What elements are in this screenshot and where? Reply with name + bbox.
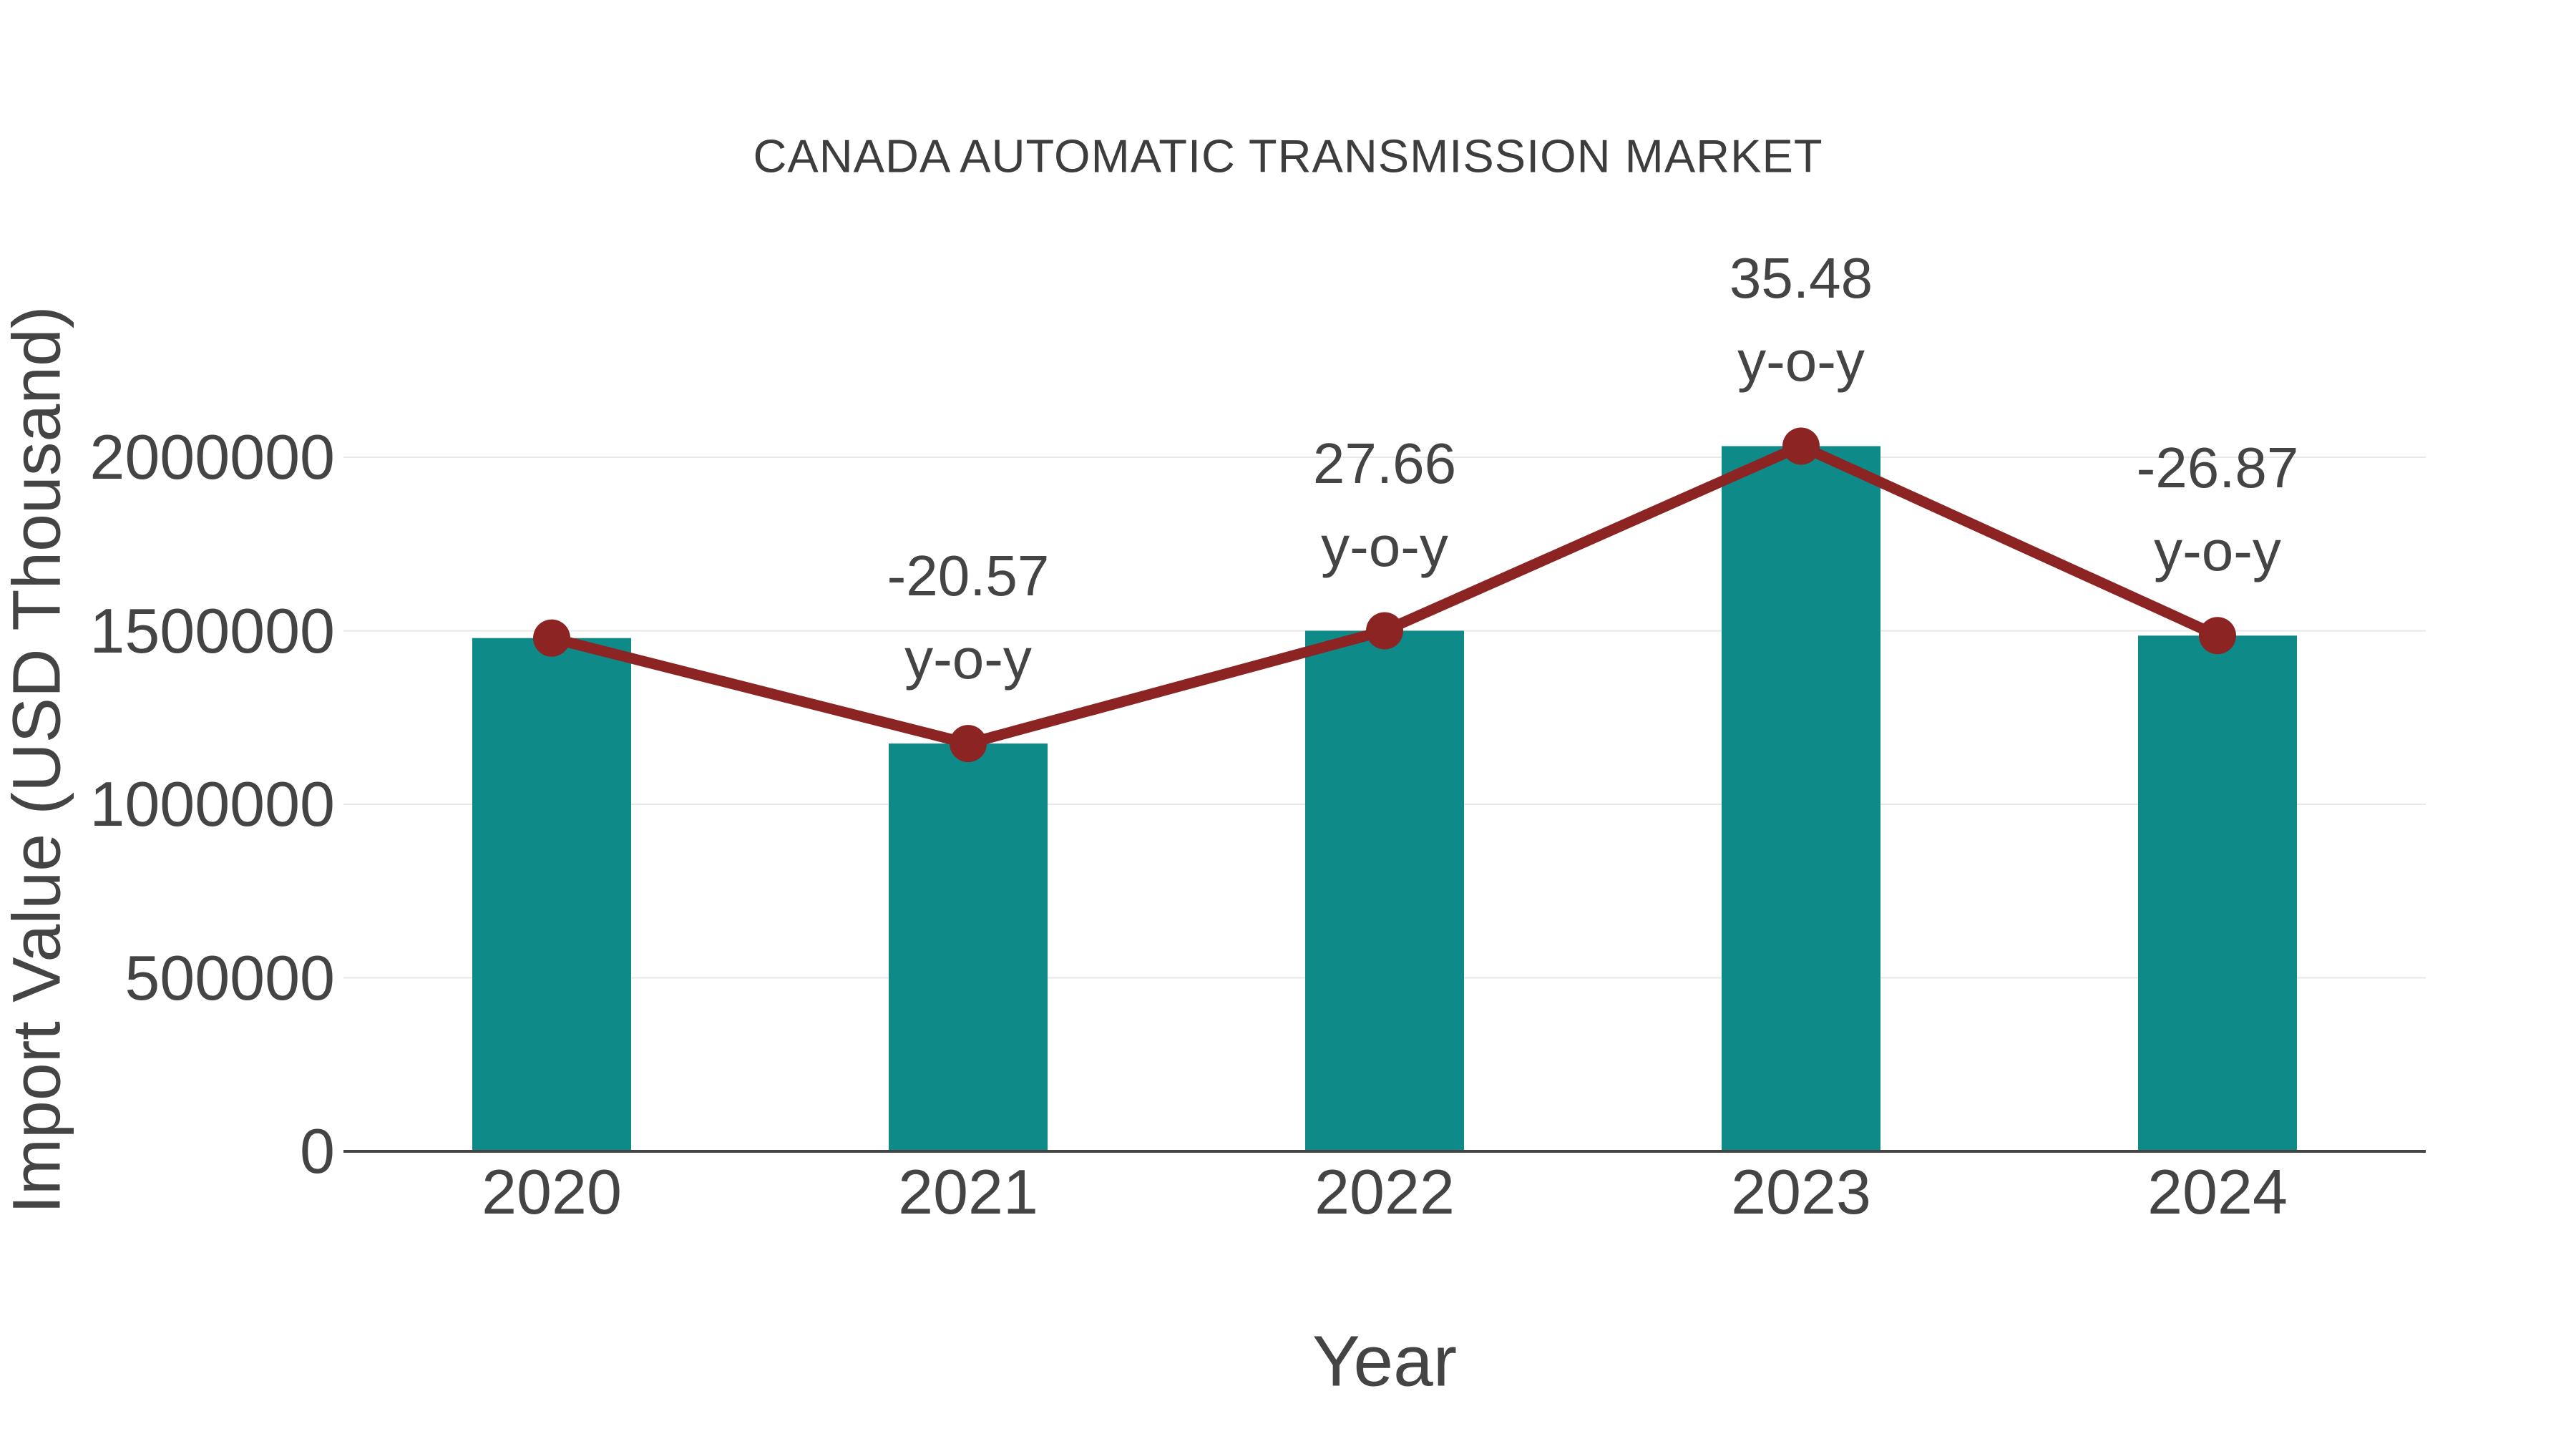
bar[interactable] — [472, 638, 631, 1151]
y-tick-label: 0 — [300, 1116, 335, 1186]
annotation-suffix: y-o-y — [1321, 514, 1448, 578]
annotation-value: -20.57 — [887, 544, 1050, 608]
bar[interactable] — [2138, 635, 2297, 1151]
x-tick-label: 2023 — [1731, 1156, 1871, 1227]
data-point[interactable] — [950, 725, 987, 763]
y-tick-label: 500000 — [125, 942, 335, 1013]
annotation-suffix: y-o-y — [2154, 519, 2281, 583]
annotation-value: 35.48 — [1729, 246, 1873, 311]
bar[interactable] — [889, 743, 1048, 1151]
data-point[interactable] — [533, 619, 570, 657]
annotation-suffix: y-o-y — [904, 627, 1032, 691]
data-point[interactable] — [1366, 612, 1403, 650]
data-point[interactable] — [1782, 427, 1820, 465]
data-point[interactable] — [2199, 617, 2236, 655]
x-axis-title: Year — [1312, 1321, 1458, 1402]
y-tick-label: 1500000 — [89, 595, 335, 666]
y-tick-label: 1000000 — [89, 769, 335, 839]
annotation-value: 27.66 — [1312, 431, 1457, 495]
chart-title: CANADA AUTOMATIC TRANSMISSION MARKET — [753, 130, 1823, 182]
x-tick-label: 2021 — [898, 1156, 1038, 1227]
annotation-suffix: y-o-y — [1737, 329, 1865, 394]
bar[interactable] — [1722, 446, 1880, 1151]
annotation-value: -26.87 — [2136, 436, 2299, 500]
y-tick-label: 2000000 — [89, 421, 335, 492]
x-tick-label: 2024 — [2147, 1156, 2288, 1227]
y-axis-title: Import Value (USD Thousand) — [0, 306, 75, 1214]
x-tick-label: 2022 — [1314, 1156, 1455, 1227]
x-tick-label: 2020 — [482, 1156, 622, 1227]
bar[interactable] — [1305, 630, 1464, 1152]
